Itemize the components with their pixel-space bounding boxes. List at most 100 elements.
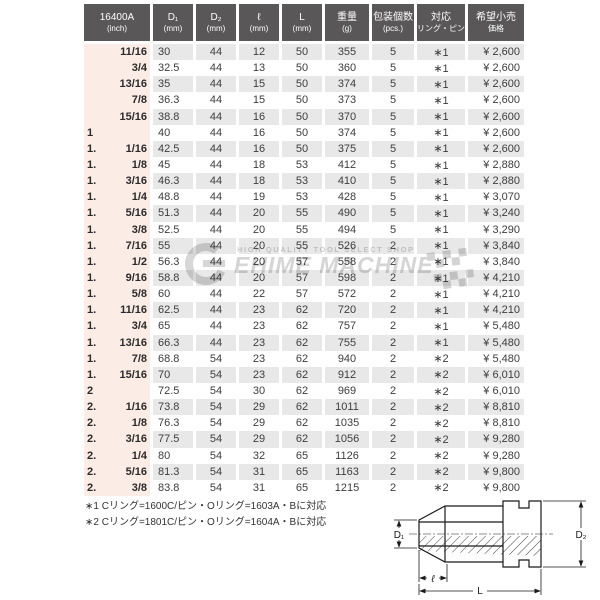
cell-L: 53 xyxy=(282,189,322,206)
cell-weight: 912 xyxy=(325,366,369,383)
column-header-L: L (mm) xyxy=(282,4,322,41)
cell-pcs: 5 xyxy=(372,44,414,61)
cell-d2: 44 xyxy=(196,156,236,174)
cell-pcs: 5 xyxy=(372,173,414,190)
cell-ell: 23 xyxy=(239,302,279,319)
cell-ell: 12 xyxy=(239,44,279,61)
cell-ring: ∗2 xyxy=(417,479,465,496)
cell-ring: ∗2 xyxy=(417,350,465,367)
cell-pcs: 5 xyxy=(372,92,414,109)
cell-d1: 30 xyxy=(153,44,193,61)
cell-L: 62 xyxy=(282,399,322,416)
cell-d1: 58.8 xyxy=(153,269,193,287)
cell-inch: 1. 13/16 xyxy=(84,334,150,351)
cell-price: ¥ 6,010 xyxy=(468,382,524,400)
table-row: 1. 9/16 58.8 44 20 57 598 2 ∗1 ¥ 4,210 xyxy=(84,269,526,287)
cell-d2: 44 xyxy=(196,269,236,287)
cell-price: ¥ 9,800 xyxy=(468,463,524,480)
cell-pcs: 2 xyxy=(372,399,414,416)
cell-price: ¥ 3,240 xyxy=(468,205,524,222)
cell-L: 57 xyxy=(282,286,322,303)
cell-inch: 1. 5/8 xyxy=(84,286,150,303)
cell-ring: ∗1 xyxy=(417,108,465,125)
column-header-inch: 16400A (inch) xyxy=(84,4,150,41)
cell-weight: 373 xyxy=(325,92,369,109)
column-header-weight: 重量 (g) xyxy=(325,4,369,41)
cell-weight: 494 xyxy=(325,221,369,238)
cell-L: 55 xyxy=(282,237,322,254)
table-row: 3/4 32.5 44 13 50 360 5 ∗1 ¥ 2,600 xyxy=(84,60,526,77)
cell-pcs: 2 xyxy=(372,415,414,432)
cell-ell: 31 xyxy=(239,479,279,496)
cell-ring: ∗2 xyxy=(417,447,465,464)
cell-pcs: 2 xyxy=(372,302,414,319)
cell-d1: 38.8 xyxy=(153,108,193,125)
cell-inch: 1. 1/16 xyxy=(84,140,150,157)
cell-inch: 1. 5/16 xyxy=(84,205,150,222)
cell-d2: 54 xyxy=(196,431,236,448)
cell-d1: 73.8 xyxy=(153,399,193,416)
cell-ell: 23 xyxy=(239,334,279,351)
cell-pcs: 5 xyxy=(372,60,414,77)
cell-weight: 558 xyxy=(325,253,369,270)
table-row: 7/8 36.3 44 15 50 373 5 ∗1 ¥ 2,600 xyxy=(84,92,526,109)
cell-ring: ∗1 xyxy=(417,124,465,141)
table-row: 15/16 38.8 44 16 50 370 5 ∗1 ¥ 2,600 xyxy=(84,108,526,125)
cell-d2: 44 xyxy=(196,140,236,157)
cell-pcs: 5 xyxy=(372,189,414,206)
cell-ring: ∗1 xyxy=(417,269,465,287)
cell-ring: ∗1 xyxy=(417,253,465,270)
cell-weight: 375 xyxy=(325,140,369,157)
cell-weight: 428 xyxy=(325,189,369,206)
cell-d2: 44 xyxy=(196,237,236,254)
cell-ell: 20 xyxy=(239,253,279,270)
cell-pcs: 2 xyxy=(372,318,414,335)
cell-d2: 44 xyxy=(196,205,236,222)
cell-ring: ∗2 xyxy=(417,431,465,448)
cell-inch: 2. 1/16 xyxy=(84,399,150,416)
dim-ell-label: ℓ xyxy=(430,574,435,585)
cell-d1: 36.3 xyxy=(153,92,193,109)
cell-d1: 66.3 xyxy=(153,334,193,351)
cell-price: ¥ 9,280 xyxy=(468,447,524,464)
cell-weight: 1056 xyxy=(325,431,369,448)
cell-d2: 54 xyxy=(196,447,236,464)
dim-L-label: L xyxy=(477,586,483,597)
table-row: 1. 3/16 46.3 44 18 53 410 5 ∗1 ¥ 2,880 xyxy=(84,173,526,190)
cell-inch: 2. 3/8 xyxy=(84,479,150,496)
cell-pcs: 2 xyxy=(372,366,414,383)
cell-d2: 44 xyxy=(196,173,236,190)
cell-d2: 54 xyxy=(196,382,236,400)
cell-inch: 3/4 xyxy=(84,60,150,77)
socket-spec-table: 16400A (inch) D₁ (mm) D₂ (mm) ℓ (mm) L (mm) 重量 (g) 包… xyxy=(84,4,526,496)
cell-inch: 1. 7/8 xyxy=(84,350,150,367)
cell-inch: 1. 7/16 xyxy=(84,237,150,254)
cell-ell: 18 xyxy=(239,156,279,174)
cell-inch: 1. 3/4 xyxy=(84,318,150,335)
cell-pcs: 2 xyxy=(372,447,414,464)
column-header-ell: ℓ (mm) xyxy=(239,4,279,41)
cell-d1: 45 xyxy=(153,156,193,174)
cell-weight: 1126 xyxy=(325,447,369,464)
dim-ell-label-bg xyxy=(427,572,439,584)
cell-price: ¥ 3,290 xyxy=(468,221,524,238)
cell-L: 53 xyxy=(282,156,322,174)
cell-price: ¥ 2,600 xyxy=(468,124,524,141)
cell-ell: 32 xyxy=(239,447,279,464)
footnote-ring-2: ∗2 Cリング=1801C/ピン・Oリング=1604A・Bに対応 xyxy=(85,516,327,528)
cell-L: 55 xyxy=(282,205,322,222)
cell-ring: ∗1 xyxy=(417,140,465,157)
cell-pcs: 2 xyxy=(372,253,414,270)
cell-ell: 23 xyxy=(239,366,279,383)
cell-ell: 15 xyxy=(239,76,279,93)
cell-inch: 2. 5/16 xyxy=(84,463,150,480)
dim-d1-label-bg xyxy=(391,528,407,540)
cell-weight: 1215 xyxy=(325,479,369,496)
cell-inch: 1. 11/16 xyxy=(84,302,150,319)
cell-d2: 44 xyxy=(196,60,236,77)
table-row: 2. 1/16 73.8 54 29 62 1011 2 ∗2 ¥ 8,810 xyxy=(84,399,526,416)
cell-price: ¥ 2,600 xyxy=(468,44,524,61)
cell-ring: ∗1 xyxy=(417,173,465,190)
cell-ell: 13 xyxy=(239,60,279,77)
cell-price: ¥ 8,810 xyxy=(468,399,524,416)
